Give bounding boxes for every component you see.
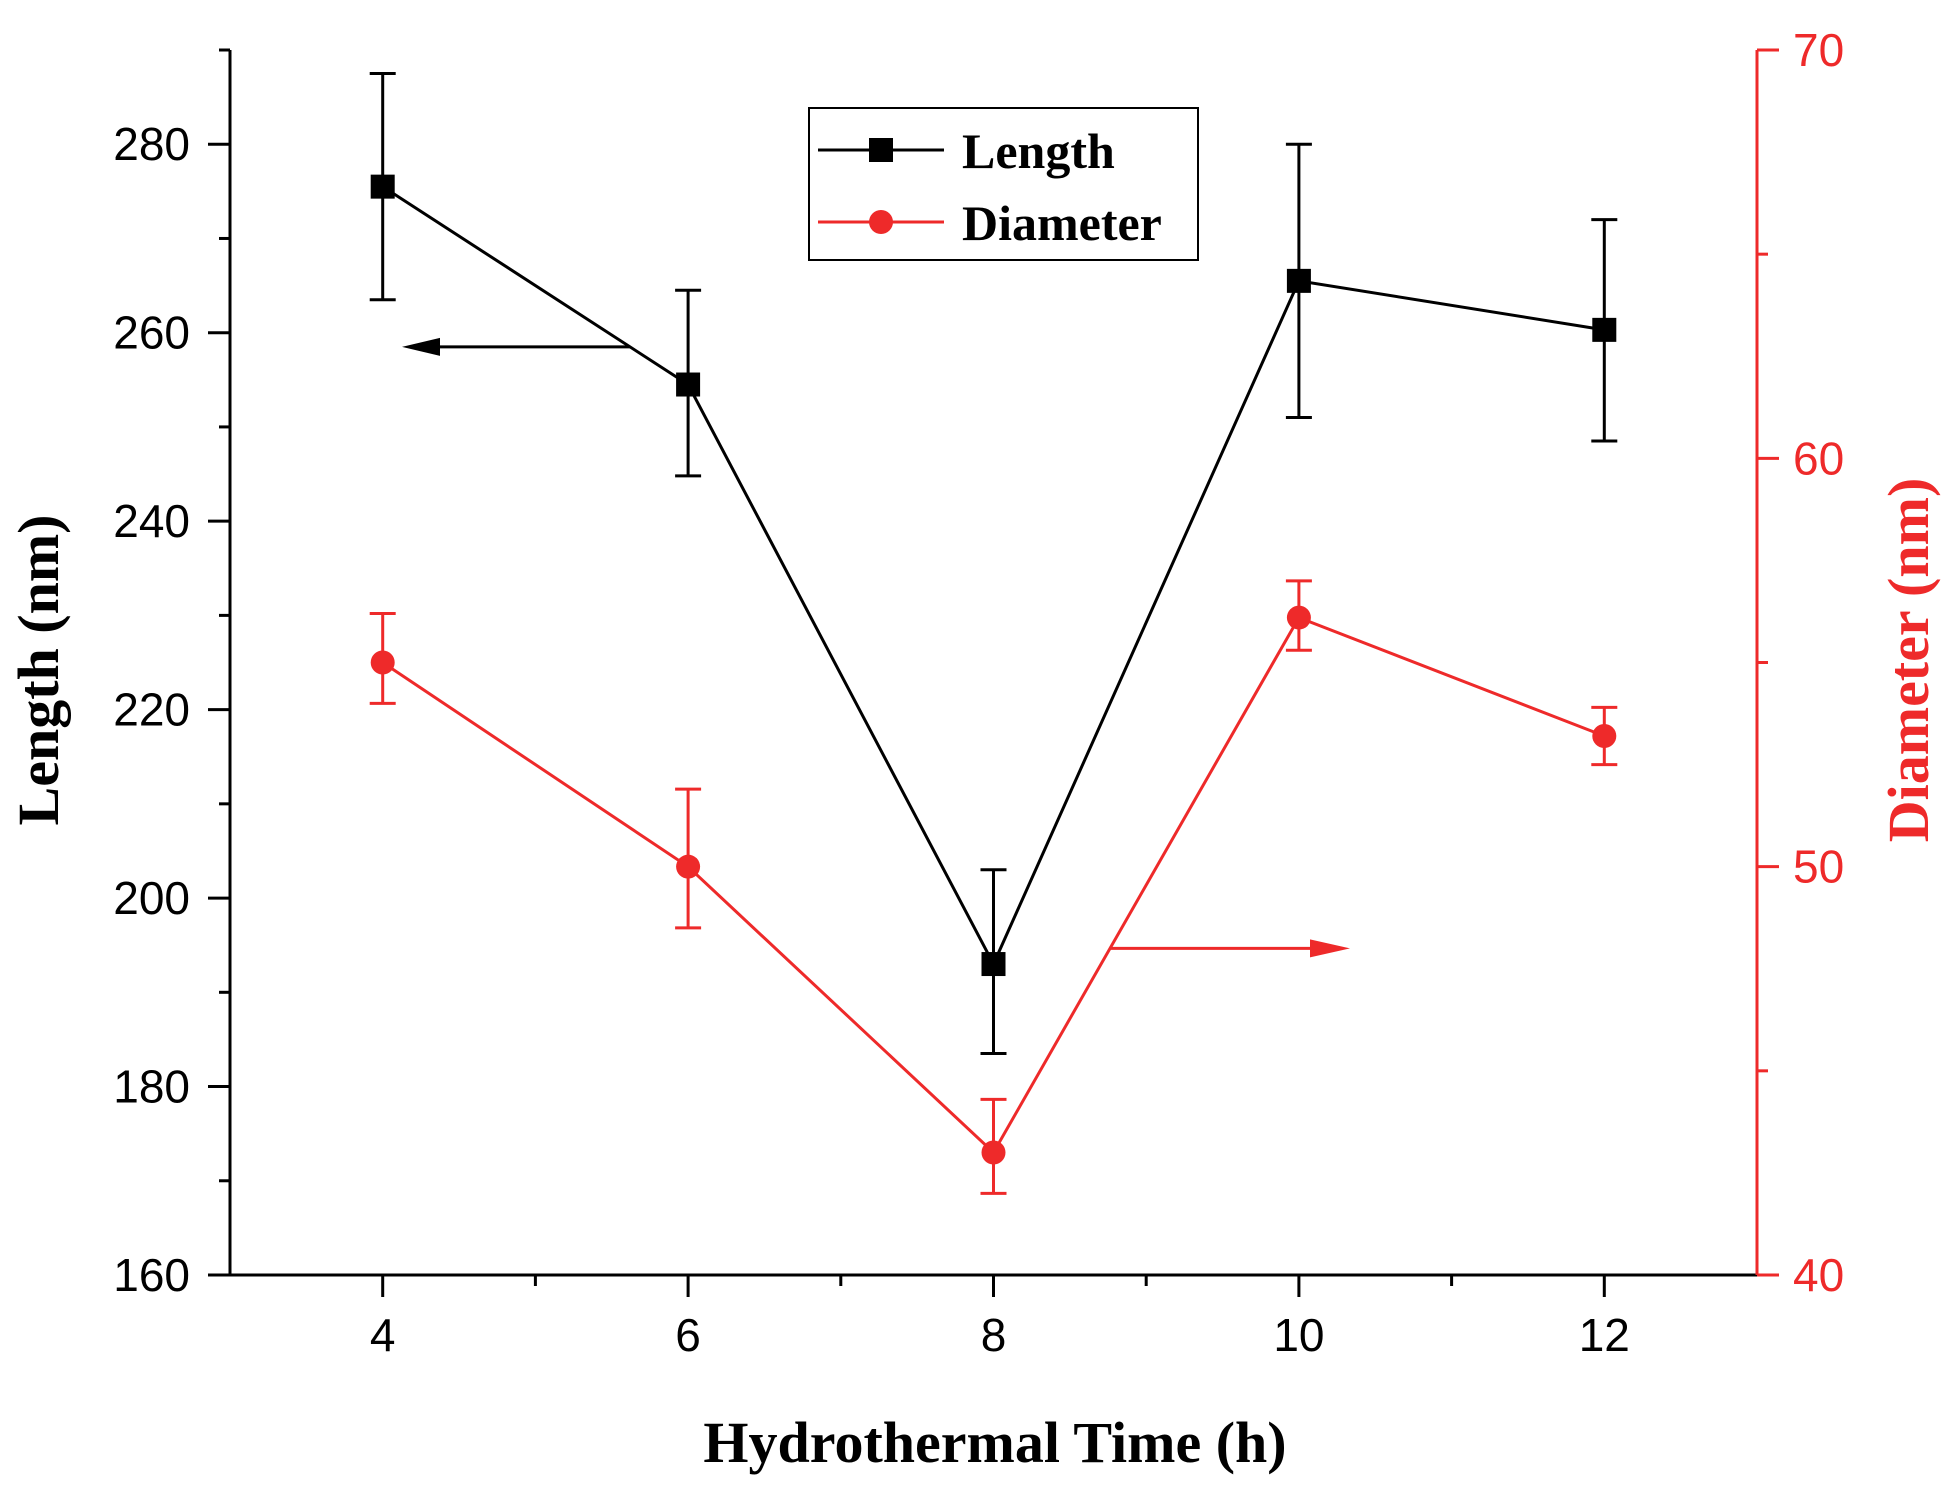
x-tick-label: 12 bbox=[1579, 1309, 1630, 1361]
series-length bbox=[369, 72, 1618, 1056]
data-point bbox=[1286, 268, 1311, 293]
series-layer bbox=[369, 72, 1618, 1195]
data-point bbox=[981, 1140, 1006, 1165]
data-point bbox=[370, 174, 395, 199]
left-tick-label: 260 bbox=[113, 307, 190, 359]
series-length-line bbox=[381, 185, 1605, 968]
series-diameter bbox=[369, 579, 1618, 1195]
x-tick-label: 6 bbox=[675, 1309, 701, 1361]
right-tick-label: 60 bbox=[1793, 432, 1844, 484]
legend-diameter-label: Diameter bbox=[962, 195, 1162, 251]
left-axis-title: Length (nm) bbox=[6, 515, 71, 826]
left-tick-label: 200 bbox=[113, 872, 190, 924]
data-point bbox=[676, 854, 701, 879]
x-tick-label: 10 bbox=[1273, 1309, 1324, 1361]
left-tick-label: 160 bbox=[113, 1249, 190, 1301]
data-point bbox=[981, 952, 1006, 977]
legend-length-label: Length bbox=[962, 123, 1115, 179]
data-point bbox=[676, 372, 701, 397]
annotation-layer bbox=[402, 337, 1350, 958]
right-axis-title: Diameter (nm) bbox=[1876, 478, 1941, 843]
left-tick-label: 220 bbox=[113, 684, 190, 736]
right-tick-label: 70 bbox=[1793, 24, 1844, 76]
legend: Length Diameter bbox=[808, 107, 1199, 261]
data-point bbox=[1592, 724, 1617, 748]
left-tick-label: 280 bbox=[113, 118, 190, 170]
data-point bbox=[1592, 317, 1617, 342]
left-tick-label: 240 bbox=[113, 495, 190, 547]
x-tick-label: 8 bbox=[981, 1309, 1007, 1361]
data-point bbox=[1286, 605, 1311, 630]
legend-length-marker bbox=[869, 138, 893, 162]
x-axis-title: Hydrothermal Time (h) bbox=[703, 1410, 1286, 1475]
diameter-axis-arrowhead bbox=[1310, 939, 1350, 958]
right-tick-label: 40 bbox=[1793, 1249, 1844, 1301]
right-tick-label: 50 bbox=[1793, 841, 1844, 893]
left-tick-label: 180 bbox=[113, 1061, 190, 1113]
length-axis-arrowhead bbox=[402, 337, 440, 356]
legend-box bbox=[808, 107, 1199, 261]
legend-diameter-marker bbox=[869, 210, 893, 234]
x-tick-label: 4 bbox=[370, 1309, 396, 1361]
data-point bbox=[370, 650, 395, 675]
axes: 4 6 8 10 12 160 180 200 220 240 260 280 40 50 60 70 bbox=[113, 24, 1844, 1361]
